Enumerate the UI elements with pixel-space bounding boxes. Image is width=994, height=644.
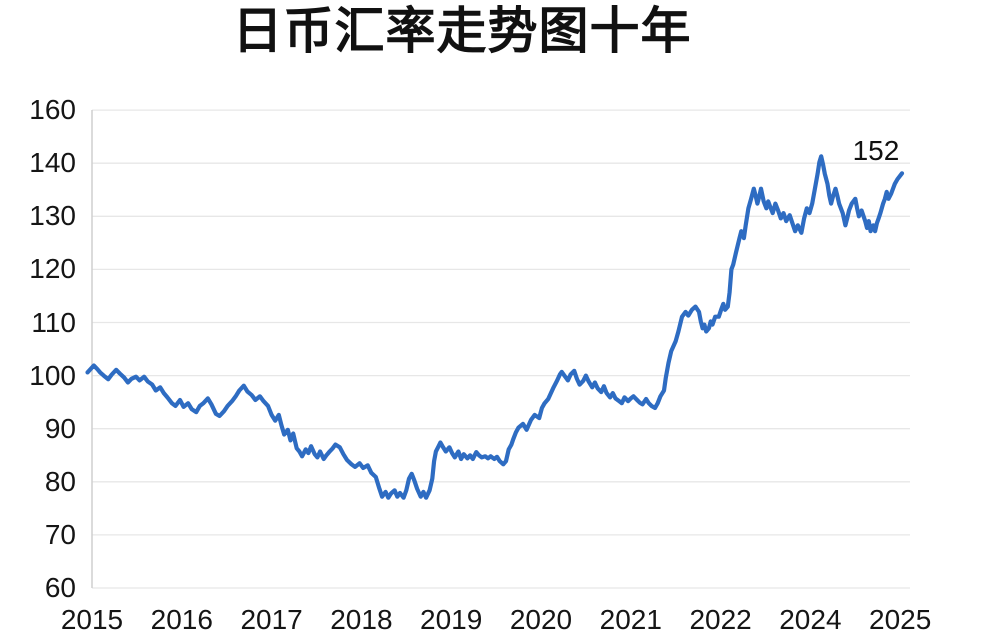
x-tick-label: 2022	[689, 604, 752, 635]
x-tick-label: 2021	[599, 604, 662, 635]
x-tick-label: 2015	[60, 604, 124, 635]
y-tick-label: 110	[31, 306, 76, 338]
x-tick-label: 2024	[779, 604, 842, 635]
y-tick-label: 80	[44, 465, 76, 497]
y-tick-label: 100	[29, 359, 76, 391]
y-tick-label: 130	[29, 200, 76, 232]
x-tick-label: 2016	[150, 604, 213, 635]
y-tick-label: 70	[44, 518, 76, 550]
y-tick-label: 90	[44, 412, 76, 444]
trend-line	[85, 154, 905, 500]
x-tick-label: 2018	[330, 604, 393, 635]
chart-title: 日币汇率走势图十年	[232, 3, 692, 59]
y-tick-label: 60	[44, 572, 76, 603]
peak-value-label: 152	[852, 134, 900, 166]
gridlines	[92, 109, 910, 589]
y-tick-label: 120	[29, 253, 76, 285]
y-tick-label: 140	[29, 147, 76, 179]
y-tick-label: 160	[29, 94, 76, 126]
x-tick-label: 2020	[509, 604, 573, 635]
x-tick-label: 2019	[420, 604, 483, 635]
x-tick-label: 2017	[240, 604, 303, 635]
x-tick-label: 2025	[869, 604, 932, 635]
